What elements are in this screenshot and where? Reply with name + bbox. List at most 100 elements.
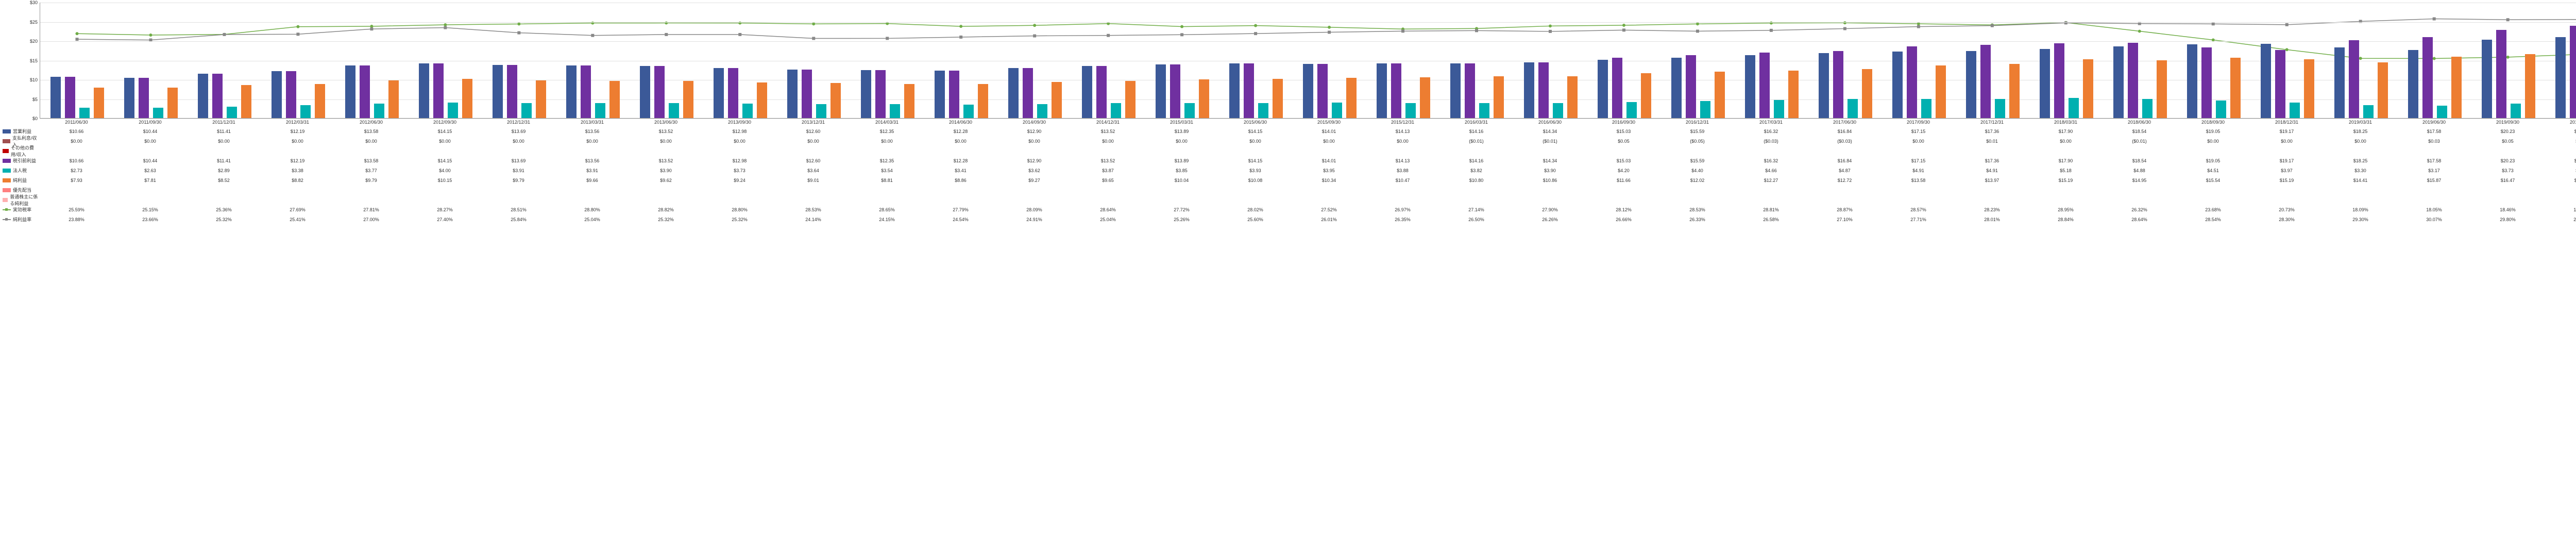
cell: 26.01% (1292, 217, 1366, 222)
marker-net_margin (223, 33, 226, 36)
bar-net_income (1788, 71, 1799, 118)
y-left-tick: $20 (20, 39, 38, 44)
marker-eff_tax (1917, 22, 1920, 25)
cell: $14.01 (1292, 158, 1366, 163)
cell: $19.05 (2176, 129, 2250, 134)
cell: $3.73 (703, 168, 776, 173)
marker-eff_tax (223, 33, 226, 36)
cell: 23.88% (40, 217, 113, 222)
cell: 29.30% (2324, 217, 2397, 222)
cell: $4.91 (1882, 168, 1955, 173)
x-tick: 2018/12/31 (2275, 120, 2298, 125)
cell: 28.84% (2029, 217, 2103, 222)
cell: $0.00 (261, 139, 334, 144)
bar-tax (374, 104, 384, 118)
cell: $20.96 (2545, 158, 2576, 163)
bar-tax (669, 103, 679, 118)
table-row: 純利益$7.93$7.81$8.52$8.82$9.79$10.15$9.79$… (3, 175, 2576, 185)
cell: 30.07% (2397, 217, 2471, 222)
cell: $4.91 (1955, 168, 2029, 173)
y-left-tick: $0 (20, 116, 38, 121)
marker-net_margin (1770, 29, 1773, 32)
x-tick: 2011/09/30 (139, 120, 161, 125)
row-label: 営業利益 (13, 128, 31, 135)
bar-op_income (198, 74, 208, 118)
marker-eff_tax (75, 32, 78, 35)
cell: $19.17 (2250, 129, 2324, 134)
marker-eff_tax (812, 22, 815, 25)
cell: 29.88% (2545, 217, 2576, 222)
cell: $15.87 (2397, 178, 2471, 183)
cell: $11.41 (187, 158, 261, 163)
marker-eff_tax (2506, 56, 2510, 59)
bar-op_income (272, 71, 282, 118)
bar-pretax (949, 71, 959, 118)
marker-net_margin (1549, 30, 1552, 33)
cell: $17.36 (1955, 129, 2029, 134)
x-tick: 2014/03/31 (875, 120, 899, 125)
bar-tax (2363, 105, 2374, 118)
bar-net_income (1420, 77, 1430, 118)
cell: 26.97% (1366, 207, 1439, 212)
cell: 18.09% (2324, 207, 2397, 212)
swatch (3, 149, 9, 153)
bar-net_income (2451, 57, 2462, 118)
cell: $19.05 (2176, 158, 2250, 163)
cell: $2.73 (40, 168, 113, 173)
bar-op_income (2482, 40, 2492, 118)
cell: 27.40% (408, 217, 482, 222)
cell: $10.04 (1145, 178, 1218, 183)
cell: $0.00 (2545, 139, 2576, 144)
row-header: 純利益 (3, 177, 40, 183)
cell: $0.00 (850, 139, 924, 144)
bar-tax (816, 104, 826, 118)
cell: $9.65 (1071, 178, 1145, 183)
cell: $10.66 (40, 129, 113, 134)
bar-tax (1332, 103, 1342, 118)
bar-pretax (802, 70, 812, 119)
cell: $0.00 (2250, 139, 2324, 144)
cell: $0.00 (2176, 139, 2250, 144)
cell: $16.84 (1808, 158, 1882, 163)
cell: 28.80% (703, 207, 776, 212)
cell: $13.58 (334, 158, 408, 163)
cell: 25.04% (1071, 217, 1145, 222)
bar-net_income (2009, 64, 2020, 118)
x-tick: 2018/09/30 (2201, 120, 2225, 125)
bar-pretax (1244, 63, 1254, 118)
marker-eff_tax (370, 25, 373, 28)
cell: $12.60 (776, 158, 850, 163)
x-tick: 2014/12/31 (1096, 120, 1120, 125)
marker-net_margin (1328, 31, 1331, 34)
marker-net_margin (1696, 30, 1699, 33)
cell: $0.00 (703, 139, 776, 144)
row-header: その他の費用/収入 (3, 144, 40, 158)
bar-pretax (1170, 64, 1180, 118)
cell: $15.03 (1587, 158, 1660, 163)
bar-net_income (1715, 72, 1725, 118)
bar-net_income (904, 84, 914, 118)
cell: $19.17 (2250, 158, 2324, 163)
bar-op_income (1819, 53, 1829, 118)
cell: $13.58 (1882, 178, 1955, 183)
cell: $13.69 (482, 129, 555, 134)
y-left-tick: $25 (20, 20, 38, 25)
cell: $11.66 (1587, 178, 1660, 183)
cell: 27.79% (924, 207, 997, 212)
bar-op_income (1671, 58, 1682, 118)
cell: $9.27 (997, 178, 1071, 183)
cell: $8.86 (924, 178, 997, 183)
marker-eff_tax (517, 23, 520, 26)
cell: 24.15% (850, 217, 924, 222)
marker-eff_tax (1549, 24, 1552, 27)
cell: 23.66% (113, 217, 187, 222)
bar-pretax (360, 65, 370, 118)
x-axis-labels: 2011/06/302011/09/302011/12/312012/03/31… (40, 120, 2576, 126)
cell: $0.00 (555, 139, 629, 144)
table-row: 優先配当 (3, 185, 2576, 195)
bar-net_income (609, 81, 620, 118)
bar-op_income (714, 68, 724, 118)
cell: $15.19 (2029, 178, 2103, 183)
cell: $3.85 (1145, 168, 1218, 173)
cell: $13.69 (482, 158, 555, 163)
